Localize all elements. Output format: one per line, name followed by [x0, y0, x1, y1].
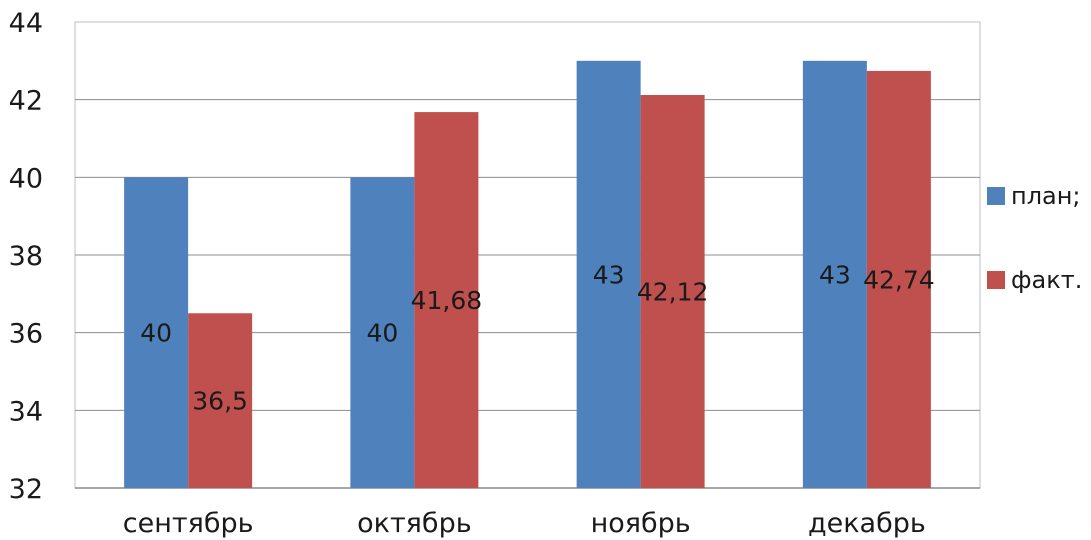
legend: план; факт.	[987, 182, 1082, 294]
bar-fact	[414, 112, 479, 489]
y-tick-label: 42	[9, 86, 43, 117]
legend-swatch-plan	[987, 187, 1005, 205]
legend-label-plan: план;	[1011, 182, 1081, 210]
x-axis-category-labels: сентябрь октябрь ноябрь декабрь	[123, 508, 926, 539]
y-tick-label: 32	[9, 474, 43, 505]
data-label: 42,12	[637, 278, 709, 307]
bar-plan	[576, 60, 641, 488]
data-label: 43	[819, 260, 851, 289]
y-tick-label: 44	[9, 8, 43, 39]
y-tick-label: 36	[9, 319, 43, 350]
x-category-label: ноябрь	[591, 508, 691, 539]
y-axis-tick-labels: 32 34 36 38 40 42 44	[9, 8, 43, 505]
data-label: 40	[140, 319, 172, 348]
y-tick-label: 34	[9, 396, 43, 427]
bar-fact	[640, 95, 705, 489]
bars	[124, 60, 931, 489]
data-label: 41,68	[411, 286, 483, 315]
bar-plan	[124, 177, 189, 489]
bar-plan	[350, 177, 415, 489]
data-label: 42,74	[863, 265, 935, 294]
data-label: 36,5	[192, 387, 248, 416]
x-category-label: сентябрь	[123, 508, 254, 539]
bar-plan	[802, 60, 867, 488]
x-category-label: октябрь	[357, 508, 472, 539]
bar-fact	[866, 70, 931, 489]
x-category-label: декабрь	[808, 508, 926, 539]
legend-swatch-fact	[987, 271, 1005, 289]
data-label: 43	[593, 260, 625, 289]
y-tick-label: 40	[9, 163, 43, 194]
legend-label-fact: факт.	[1011, 266, 1082, 294]
data-labels: 40 36,5 40 41,68 43 42,12 43 42,74	[140, 260, 934, 415]
data-label: 40	[366, 319, 398, 348]
bar-fact	[188, 313, 253, 488]
y-tick-label: 38	[9, 241, 43, 272]
